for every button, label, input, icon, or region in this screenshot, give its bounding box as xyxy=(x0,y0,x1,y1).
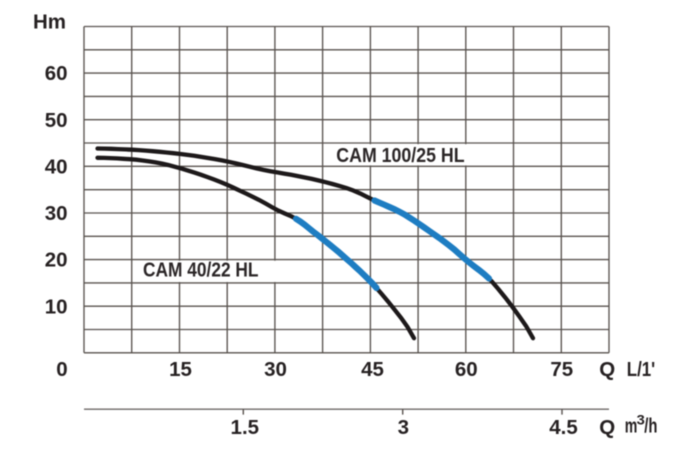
svg-text:CAM 100/25 HL: CAM 100/25 HL xyxy=(336,145,464,167)
svg-text:45: 45 xyxy=(361,358,384,381)
svg-text:L/1': L/1' xyxy=(627,359,655,381)
svg-text:30: 30 xyxy=(45,202,68,225)
svg-text:Hm: Hm xyxy=(33,10,66,33)
svg-text:m: m xyxy=(625,415,638,437)
svg-text:20: 20 xyxy=(45,249,68,272)
svg-text:Q: Q xyxy=(599,358,615,381)
svg-text:Q: Q xyxy=(599,416,615,439)
svg-text:50: 50 xyxy=(45,109,68,132)
svg-text:3: 3 xyxy=(637,412,645,428)
svg-text:/h: /h xyxy=(644,415,657,437)
svg-text:10: 10 xyxy=(45,295,68,318)
svg-text:30: 30 xyxy=(264,358,287,381)
svg-text:60: 60 xyxy=(45,62,68,85)
svg-text:60: 60 xyxy=(455,358,478,381)
svg-text:75: 75 xyxy=(550,358,573,381)
svg-text:3: 3 xyxy=(398,416,409,439)
svg-text:40: 40 xyxy=(45,155,68,178)
svg-text:1.5: 1.5 xyxy=(231,416,260,439)
svg-text:CAM 40/22 HL: CAM 40/22 HL xyxy=(143,259,259,281)
svg-text:15: 15 xyxy=(169,358,192,381)
svg-text:0: 0 xyxy=(56,358,67,381)
svg-text:4.5: 4.5 xyxy=(549,416,578,439)
